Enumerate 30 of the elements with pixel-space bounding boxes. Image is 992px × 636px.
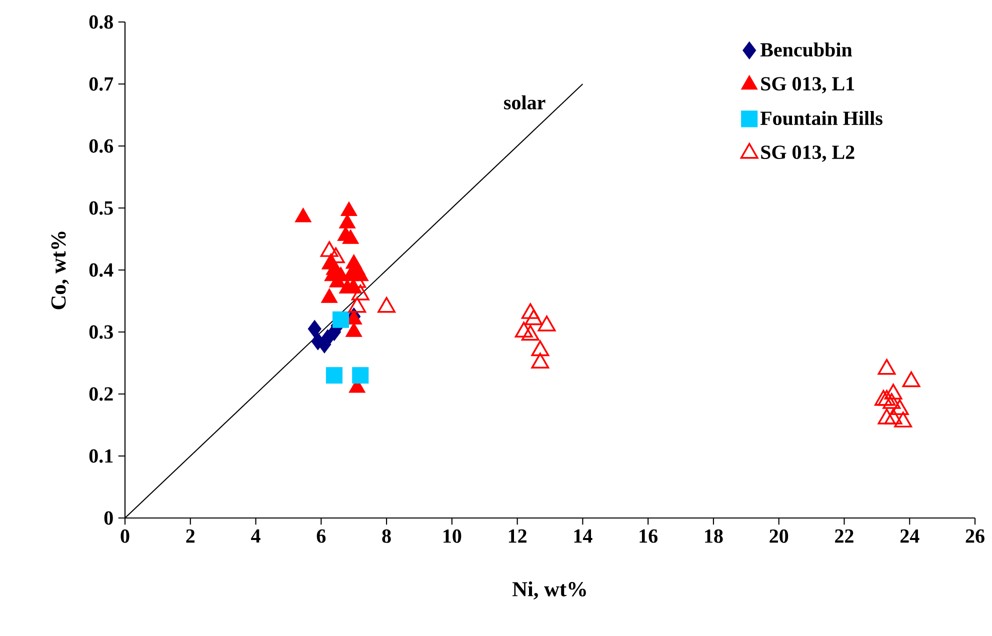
x-tick-label: 22 <box>835 529 854 543</box>
x-tick-label: 26 <box>966 529 984 543</box>
series-label: solar <box>504 95 546 110</box>
x-tick-label: 16 <box>640 529 658 543</box>
x-tick-label: 12 <box>508 529 526 543</box>
x-tick-label: 4 <box>251 529 260 543</box>
x-tick-label: 6 <box>316 529 326 543</box>
x-tick-label: 20 <box>770 529 788 543</box>
x-axis-title: Ni, wt% <box>512 581 586 600</box>
x-tick-label: 18 <box>705 529 723 543</box>
legend-label: Fountain Hills <box>760 111 882 126</box>
legend-label: Bencubbin <box>760 42 852 57</box>
y-tick-label: 0.1 <box>89 449 113 463</box>
y-tick-label: 0 <box>104 511 113 525</box>
x-tick-label: 24 <box>900 529 920 543</box>
y-axis-title: Co, wt% <box>51 232 69 310</box>
y-tick-label: 0.7 <box>89 77 114 91</box>
x-tick-label: 2 <box>186 529 195 543</box>
legend-label: SG 013, L1 <box>761 77 854 94</box>
y-tick-label: 0.5 <box>89 201 113 215</box>
x-tick-label: 0 <box>120 529 130 543</box>
y-tick-label: 0.6 <box>89 139 114 153</box>
y-tick-label: 0.4 <box>89 263 114 277</box>
y-tick-label: 0.2 <box>89 387 113 401</box>
x-tick-label: 8 <box>382 529 391 543</box>
y-tick-label: 0.3 <box>89 325 113 339</box>
legend-label: SG 013, L2 <box>761 146 854 162</box>
y-tick-label: 0.8 <box>89 15 113 29</box>
x-tick-label: 14 <box>574 529 592 543</box>
x-tick-label: 10 <box>444 529 462 543</box>
